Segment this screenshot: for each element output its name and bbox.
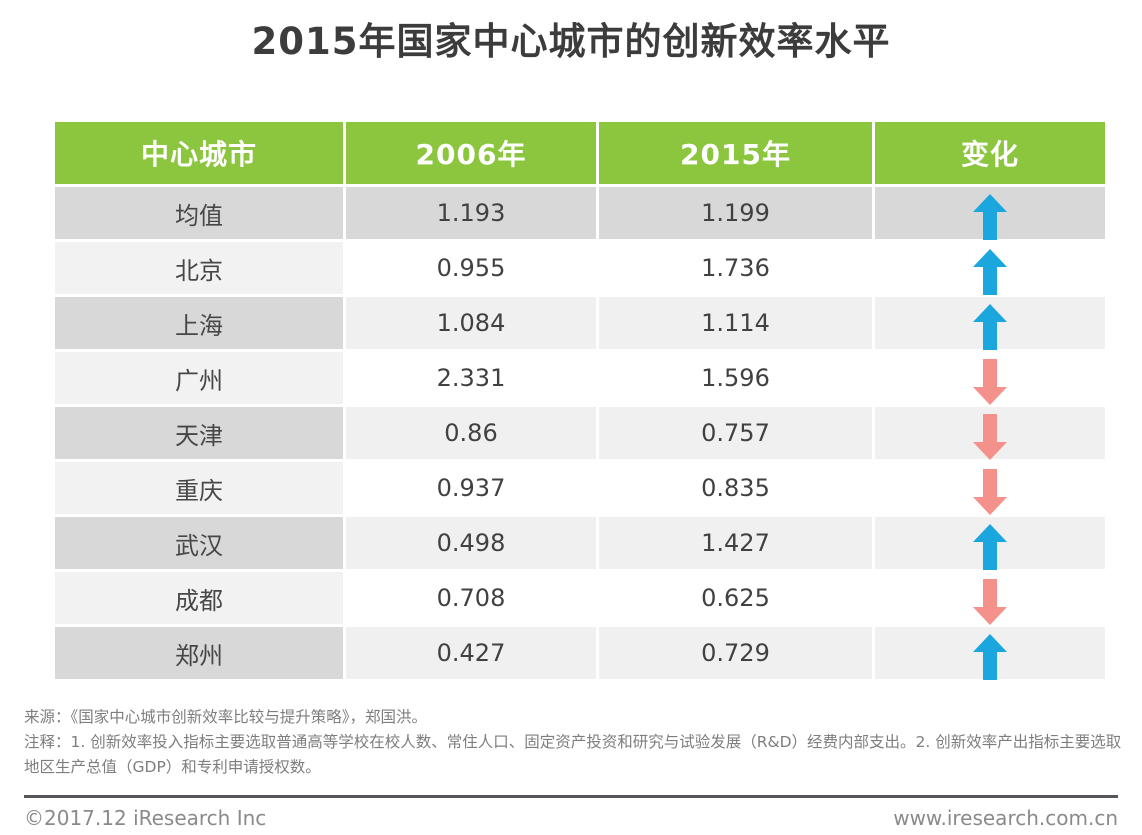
city-name-cell: 天津 (55, 407, 343, 459)
bottom-bar: ©2017.12 iResearch Inc www.iresearch.com… (24, 806, 1118, 830)
note-line: 注释：1. 创新效率投入指标主要选取普通高等学校在校人数、常住人口、固定资产投资… (24, 733, 1122, 776)
column-header-change: 变化 (875, 122, 1105, 184)
down-arrow-icon (973, 579, 1007, 625)
footer-divider (24, 795, 1118, 798)
value-2015-cell: 0.757 (599, 407, 872, 459)
change-cell (875, 517, 1105, 570)
value-2006-cell: 1.193 (346, 187, 596, 239)
value-2006-cell: 0.498 (346, 517, 596, 569)
city-name-cell: 广州 (55, 352, 343, 404)
change-cell (875, 572, 1105, 625)
value-2006-cell: 0.86 (346, 407, 596, 459)
value-2015-cell: 1.114 (599, 297, 872, 349)
up-arrow-icon (973, 194, 1007, 240)
copyright-text: ©2017.12 iResearch Inc (24, 806, 267, 830)
change-cell (875, 627, 1105, 680)
city-name-cell: 郑州 (55, 627, 343, 679)
change-cell (875, 297, 1105, 350)
down-arrow-icon (973, 469, 1007, 515)
value-2006-cell: 1.084 (346, 297, 596, 349)
change-cell (875, 462, 1105, 515)
source-line: 来源：《国家中心城市创新效率比较与提升策略》，郑国洪。 (24, 708, 428, 726)
column-header-2006: 2006年 (346, 122, 596, 184)
change-cell (875, 352, 1105, 405)
up-arrow-icon (973, 304, 1007, 350)
value-2015-cell: 1.736 (599, 242, 872, 294)
down-arrow-icon (973, 414, 1007, 460)
city-name-cell: 北京 (55, 242, 343, 294)
down-arrow-icon (973, 359, 1007, 405)
value-2015-cell: 1.199 (599, 187, 872, 239)
change-cell (875, 187, 1105, 240)
change-cell (875, 242, 1105, 295)
value-2015-cell: 0.625 (599, 572, 872, 624)
value-2006-cell: 0.427 (346, 627, 596, 679)
city-name-cell: 成都 (55, 572, 343, 624)
innovation-efficiency-table: 中心城市 2006年 2015年 变化 均值 1.193 1.199 北京 0.… (55, 122, 1105, 680)
city-name-cell: 重庆 (55, 462, 343, 514)
up-arrow-icon (973, 249, 1007, 295)
value-2015-cell: 1.596 (599, 352, 872, 404)
value-2006-cell: 2.331 (346, 352, 596, 404)
column-header-city: 中心城市 (55, 122, 343, 184)
value-2006-cell: 0.955 (346, 242, 596, 294)
change-cell (875, 407, 1105, 460)
up-arrow-icon (973, 524, 1007, 570)
up-arrow-icon (973, 634, 1007, 680)
value-2006-cell: 0.937 (346, 462, 596, 514)
value-2015-cell: 0.729 (599, 627, 872, 679)
column-header-2015: 2015年 (599, 122, 872, 184)
value-2015-cell: 1.427 (599, 517, 872, 569)
footer-notes: 来源：《国家中心城市创新效率比较与提升策略》，郑国洪。 注释：1. 创新效率投入… (24, 705, 1124, 780)
city-name-cell: 武汉 (55, 517, 343, 569)
page-title: 2015年国家中心城市的创新效率水平 (251, 20, 891, 63)
city-name-cell: 上海 (55, 297, 343, 349)
city-name-cell: 均值 (55, 187, 343, 239)
website-text: www.iresearch.com.cn (893, 806, 1118, 830)
value-2006-cell: 0.708 (346, 572, 596, 624)
value-2015-cell: 0.835 (599, 462, 872, 514)
